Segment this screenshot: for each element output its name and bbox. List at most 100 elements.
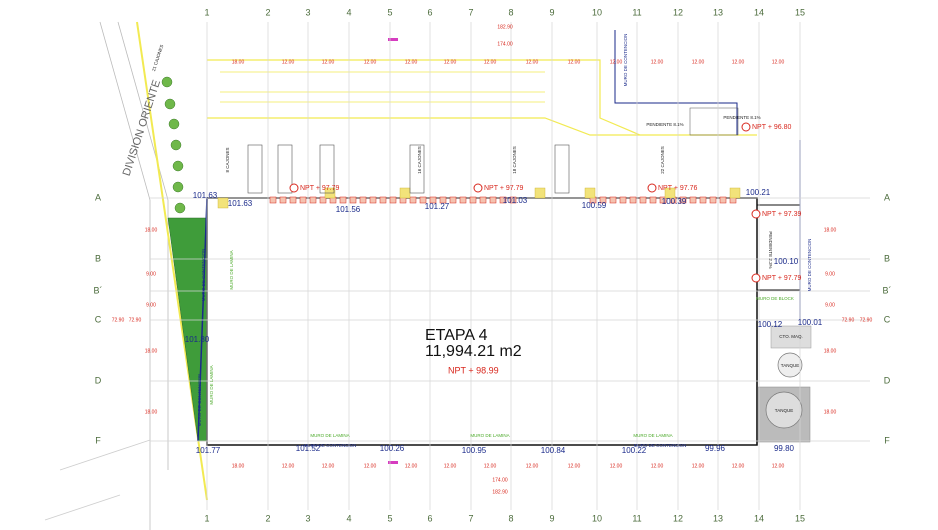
stage-title: ETAPA 4 [425,327,488,344]
dimension: 12.00 [405,463,418,469]
sheet-label: MURO DE LAMINA [470,433,509,438]
column-label: 11 [632,7,641,17]
row-label: F [884,435,890,445]
dimension: 12.00 [568,59,581,65]
dimension: 9.00 [825,271,835,277]
dock-door [289,196,297,204]
row-label: A [884,192,890,202]
dimension: 18.00 [145,409,158,415]
dock-door [429,196,437,204]
dimension: 182.90 [492,489,508,495]
wall-label: MURO DE CONTENCION [304,443,357,448]
level-symbol [473,183,483,193]
street-edge [44,494,121,521]
row-label: B [884,253,890,263]
parking-label: 18 CAJONES [512,146,517,174]
parking-label: 22 CAJONES [660,146,665,174]
level-symbol [751,273,761,283]
row-label: C [95,314,102,324]
column-label: 4 [346,7,351,17]
dock-door [319,196,327,204]
dimension: 18.00 [145,227,158,233]
slope-label: PENDIENTE 2.3% [768,231,773,268]
dimension: 18.00 [824,227,837,233]
elevation: 100.12 [758,320,783,329]
texts: DIVISION ORIENTE ETAPA 4 11,994.21 m2 NP… [94,7,892,523]
level-symbol [751,209,761,219]
room-label: TANQUE [781,363,799,368]
row-label: D [884,375,891,385]
elevation: 101.77 [196,446,221,455]
dimension: 12.00 [651,59,664,65]
dimension: 12.00 [610,59,623,65]
dock-door [369,196,377,204]
wall-label: MURO DE CONTENCION [634,443,687,448]
elevation: 100.01 [798,318,823,327]
street-edge [99,21,151,530]
dimension: 72.90 [860,317,873,323]
row-label: C [884,314,891,324]
column-label: 7 [468,513,473,523]
dimension: 182.90 [497,24,513,30]
dock-door [409,196,417,204]
dimension: 12.00 [526,463,539,469]
column-label: 2 [265,7,270,17]
room-label: CTO. MAQ. [779,334,802,339]
elevation: 100.21 [746,188,771,197]
elevation: 100.59 [582,201,607,210]
sheet-label: MURO DE LAMINA [310,433,349,438]
dimension: 12.00 [444,463,457,469]
column-label: 14 [754,7,764,17]
dimension: 9.00 [146,302,156,308]
column-label: 5 [387,7,392,17]
wall-label: MURO DE CONTENCION [807,239,812,292]
dimension: 12.00 [692,59,705,65]
column-label: 9 [549,513,554,523]
dimension: 18.00 [232,463,245,469]
parking-label: 8 CAJONES [225,147,230,172]
grid [150,22,870,510]
dock-door [419,196,427,204]
dock-door [679,196,687,204]
stage-area: 11,994.21 m2 [425,343,522,360]
dock-door [359,196,367,204]
dimension: 174.00 [492,477,508,483]
tree [164,98,176,110]
parking-label: 16 CAJONES [417,146,422,174]
dimension: 72.90 [112,317,125,323]
dock-door [309,196,317,204]
dock-door [609,196,617,204]
wall-label: MURO DE CONTENCION [201,249,206,302]
dock-door [269,196,277,204]
dock-door [449,196,457,204]
npt-label: NPT + 97.76 [658,185,697,192]
column-pad [534,187,546,199]
dimension: 18.00 [232,59,245,65]
dimension: 12.00 [322,463,335,469]
npt-label: NPT + 97.79 [484,185,523,192]
elevation: 101.80 [185,335,210,344]
sheet-label: MURO DE BLOCK [756,296,794,301]
dimension: 12.00 [322,59,335,65]
dock-door [479,196,487,204]
row-label: B´ [94,285,103,295]
wall-label: MURO DE CONTENCION [197,374,202,427]
elevation: 100.26 [380,444,405,453]
room-label: TANQUE [775,408,793,413]
dimension: 12.00 [484,463,497,469]
marker [388,461,398,464]
dock-door [299,196,307,204]
elevation: 100.95 [462,446,487,455]
stair [277,144,293,194]
elevation: 100.10 [774,257,799,266]
column-pad [729,187,741,199]
dock-door [649,196,657,204]
dimension: 12.00 [444,59,457,65]
elevation: 99.80 [774,444,795,453]
column-pad [664,187,676,199]
street-edge [59,439,151,530]
row-label: D [95,375,102,385]
column-label: 3 [305,7,310,17]
elevation: 100.39 [662,197,687,206]
